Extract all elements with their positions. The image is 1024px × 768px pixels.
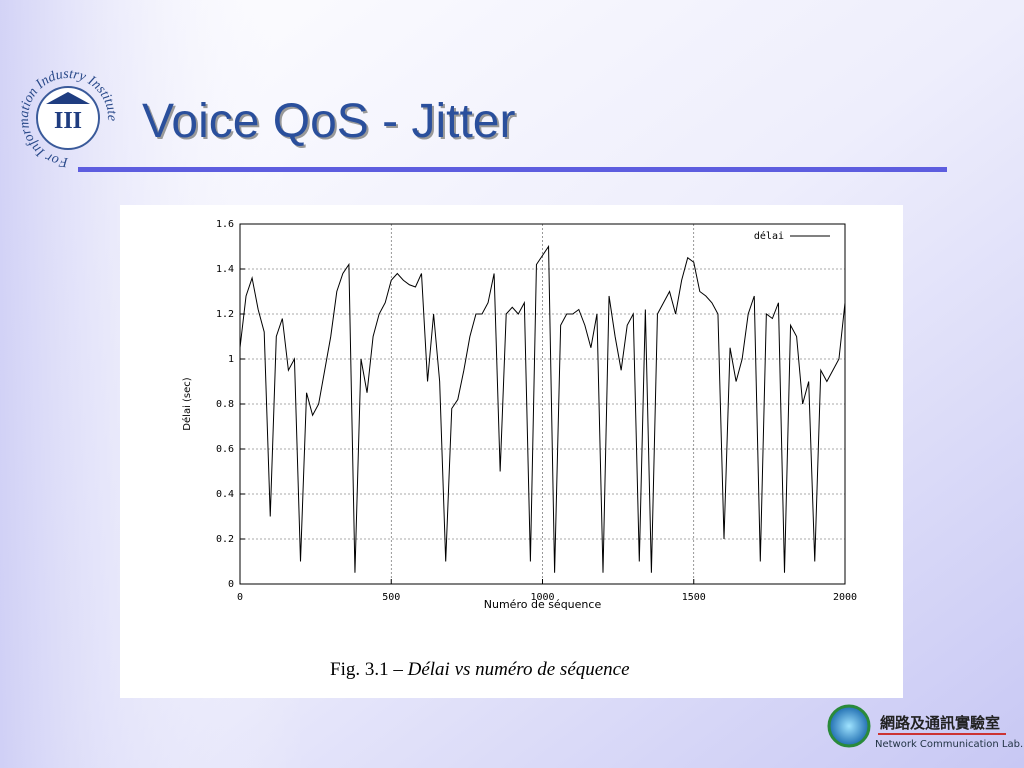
- x-tick-label: 2000: [833, 592, 857, 603]
- figure-panel: [120, 205, 903, 698]
- y-tick-label: 0.2: [216, 534, 234, 545]
- y-axis-label: Délai (sec): [181, 377, 193, 430]
- x-axis-label: Numéro de séquence: [484, 598, 602, 611]
- y-tick-label: 1: [228, 354, 234, 365]
- y-tick-label: 1.2: [216, 309, 234, 320]
- caption: Fig. 3.1 – Délai vs numéro de séquence: [330, 659, 630, 680]
- lab-name-en: Network Communication Lab.: [875, 739, 1023, 750]
- x-tick-label: 0: [237, 592, 243, 603]
- y-tick-label: 0.8: [216, 399, 234, 410]
- x-tick-label: 1000: [530, 592, 554, 603]
- y-tick-label: 1.4: [216, 264, 234, 275]
- data-line: [239, 244, 846, 573]
- title: Voice QoS - Jitter: [142, 95, 515, 148]
- y-tick-label: 0.6: [216, 444, 234, 455]
- y-tick-label: 1.6: [216, 219, 234, 230]
- title-rule: [78, 167, 947, 172]
- y-tick-label: 0.4: [216, 489, 234, 500]
- legend-label: délai: [754, 230, 784, 242]
- plot-frame: [239, 223, 846, 585]
- caption-label: Fig. 3.1 –: [330, 659, 403, 680]
- caption-text: Délai vs numéro de séquence: [407, 659, 630, 680]
- x-tick-label: 500: [382, 592, 400, 603]
- lab-logo: 網路及通訊實驗室 Network Communication Lab.: [827, 704, 1023, 750]
- logo-roof: [46, 92, 90, 104]
- lab-globe: [827, 704, 871, 748]
- chart: 0 0.2 0.4 0.6 0.8 1 1.2 1.4 1.6 0 500 1000 1500 2000 N…: [181, 219, 857, 611]
- y-tick-label: 0: [228, 579, 234, 590]
- logo-mark: III: [54, 108, 82, 134]
- title-shadow: Voice QoS - Jitter: [144, 97, 517, 150]
- x-tick-label: 1500: [682, 592, 706, 603]
- lab-name: 網路及通訊實驗室: [880, 714, 1000, 732]
- lab-rule: [878, 733, 1006, 735]
